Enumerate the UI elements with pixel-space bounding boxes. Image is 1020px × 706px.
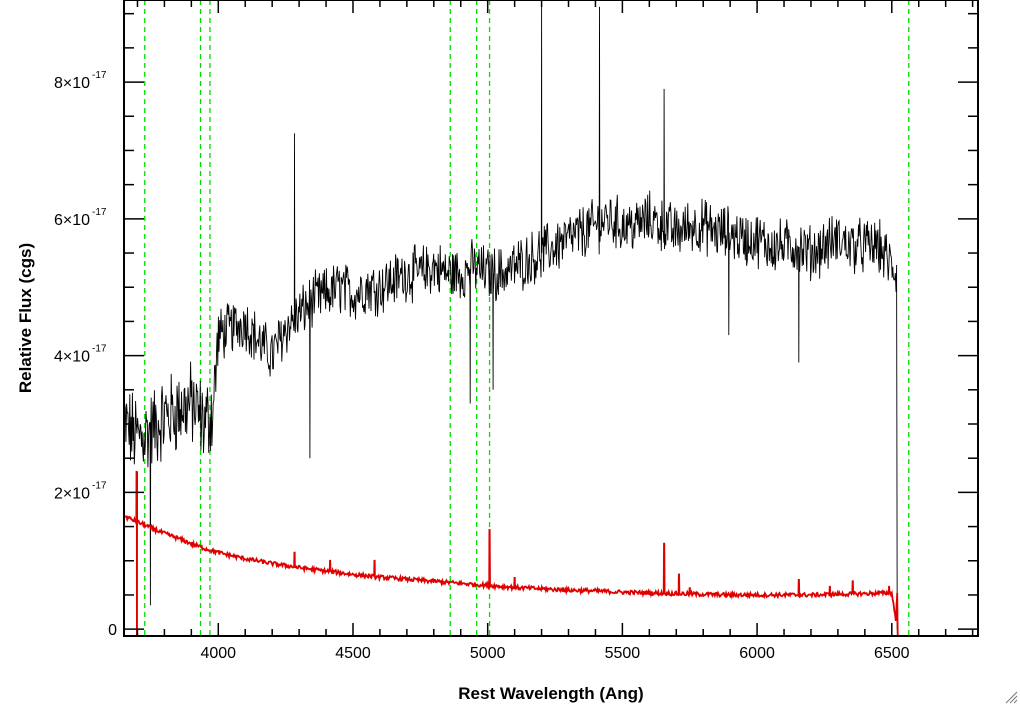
y-tick-label-group: 0: [108, 622, 117, 639]
y-tick-label-group: 2×10 -17: [54, 480, 107, 502]
y-tick-exponent: -17: [92, 344, 107, 355]
y-axis-label: Relative Flux (cgs): [16, 243, 35, 393]
y-tick-label: 0: [108, 622, 117, 639]
y-tick-exponent: -17: [92, 480, 107, 491]
y-tick-exponent: -17: [92, 207, 107, 218]
plot-area: [124, 0, 978, 636]
y-tick-exponent: -17: [92, 70, 107, 81]
x-tick-label-4500: 4500: [335, 645, 371, 662]
y-tick-label: 6×10: [54, 212, 90, 229]
observed-spectrum-line: [124, 0, 898, 630]
x-tick-label-6500: 6500: [874, 645, 910, 662]
plot-frame: [123, 0, 979, 637]
y-tick-label: 8×10: [54, 75, 90, 92]
model-spectrum-line: [124, 471, 978, 636]
x-tick-label-5500: 5500: [605, 645, 641, 662]
y-tick-label-group: 8×10 -17: [54, 70, 107, 92]
x-tick-label-5000: 5000: [470, 645, 506, 662]
y-tick-label-group: 6×10 -17: [54, 207, 107, 229]
y-tick-label-group: 4×10 -17: [54, 344, 107, 366]
resize-grip-icon[interactable]: [1004, 690, 1018, 704]
x-axis-label: Rest Wavelength (Ang): [458, 684, 643, 703]
y-tick-label: 4×10: [54, 349, 90, 366]
x-tick-label-6000: 6000: [739, 645, 775, 662]
x-tick-label-4000: 4000: [200, 645, 236, 662]
y-tick-label: 2×10: [54, 485, 90, 502]
